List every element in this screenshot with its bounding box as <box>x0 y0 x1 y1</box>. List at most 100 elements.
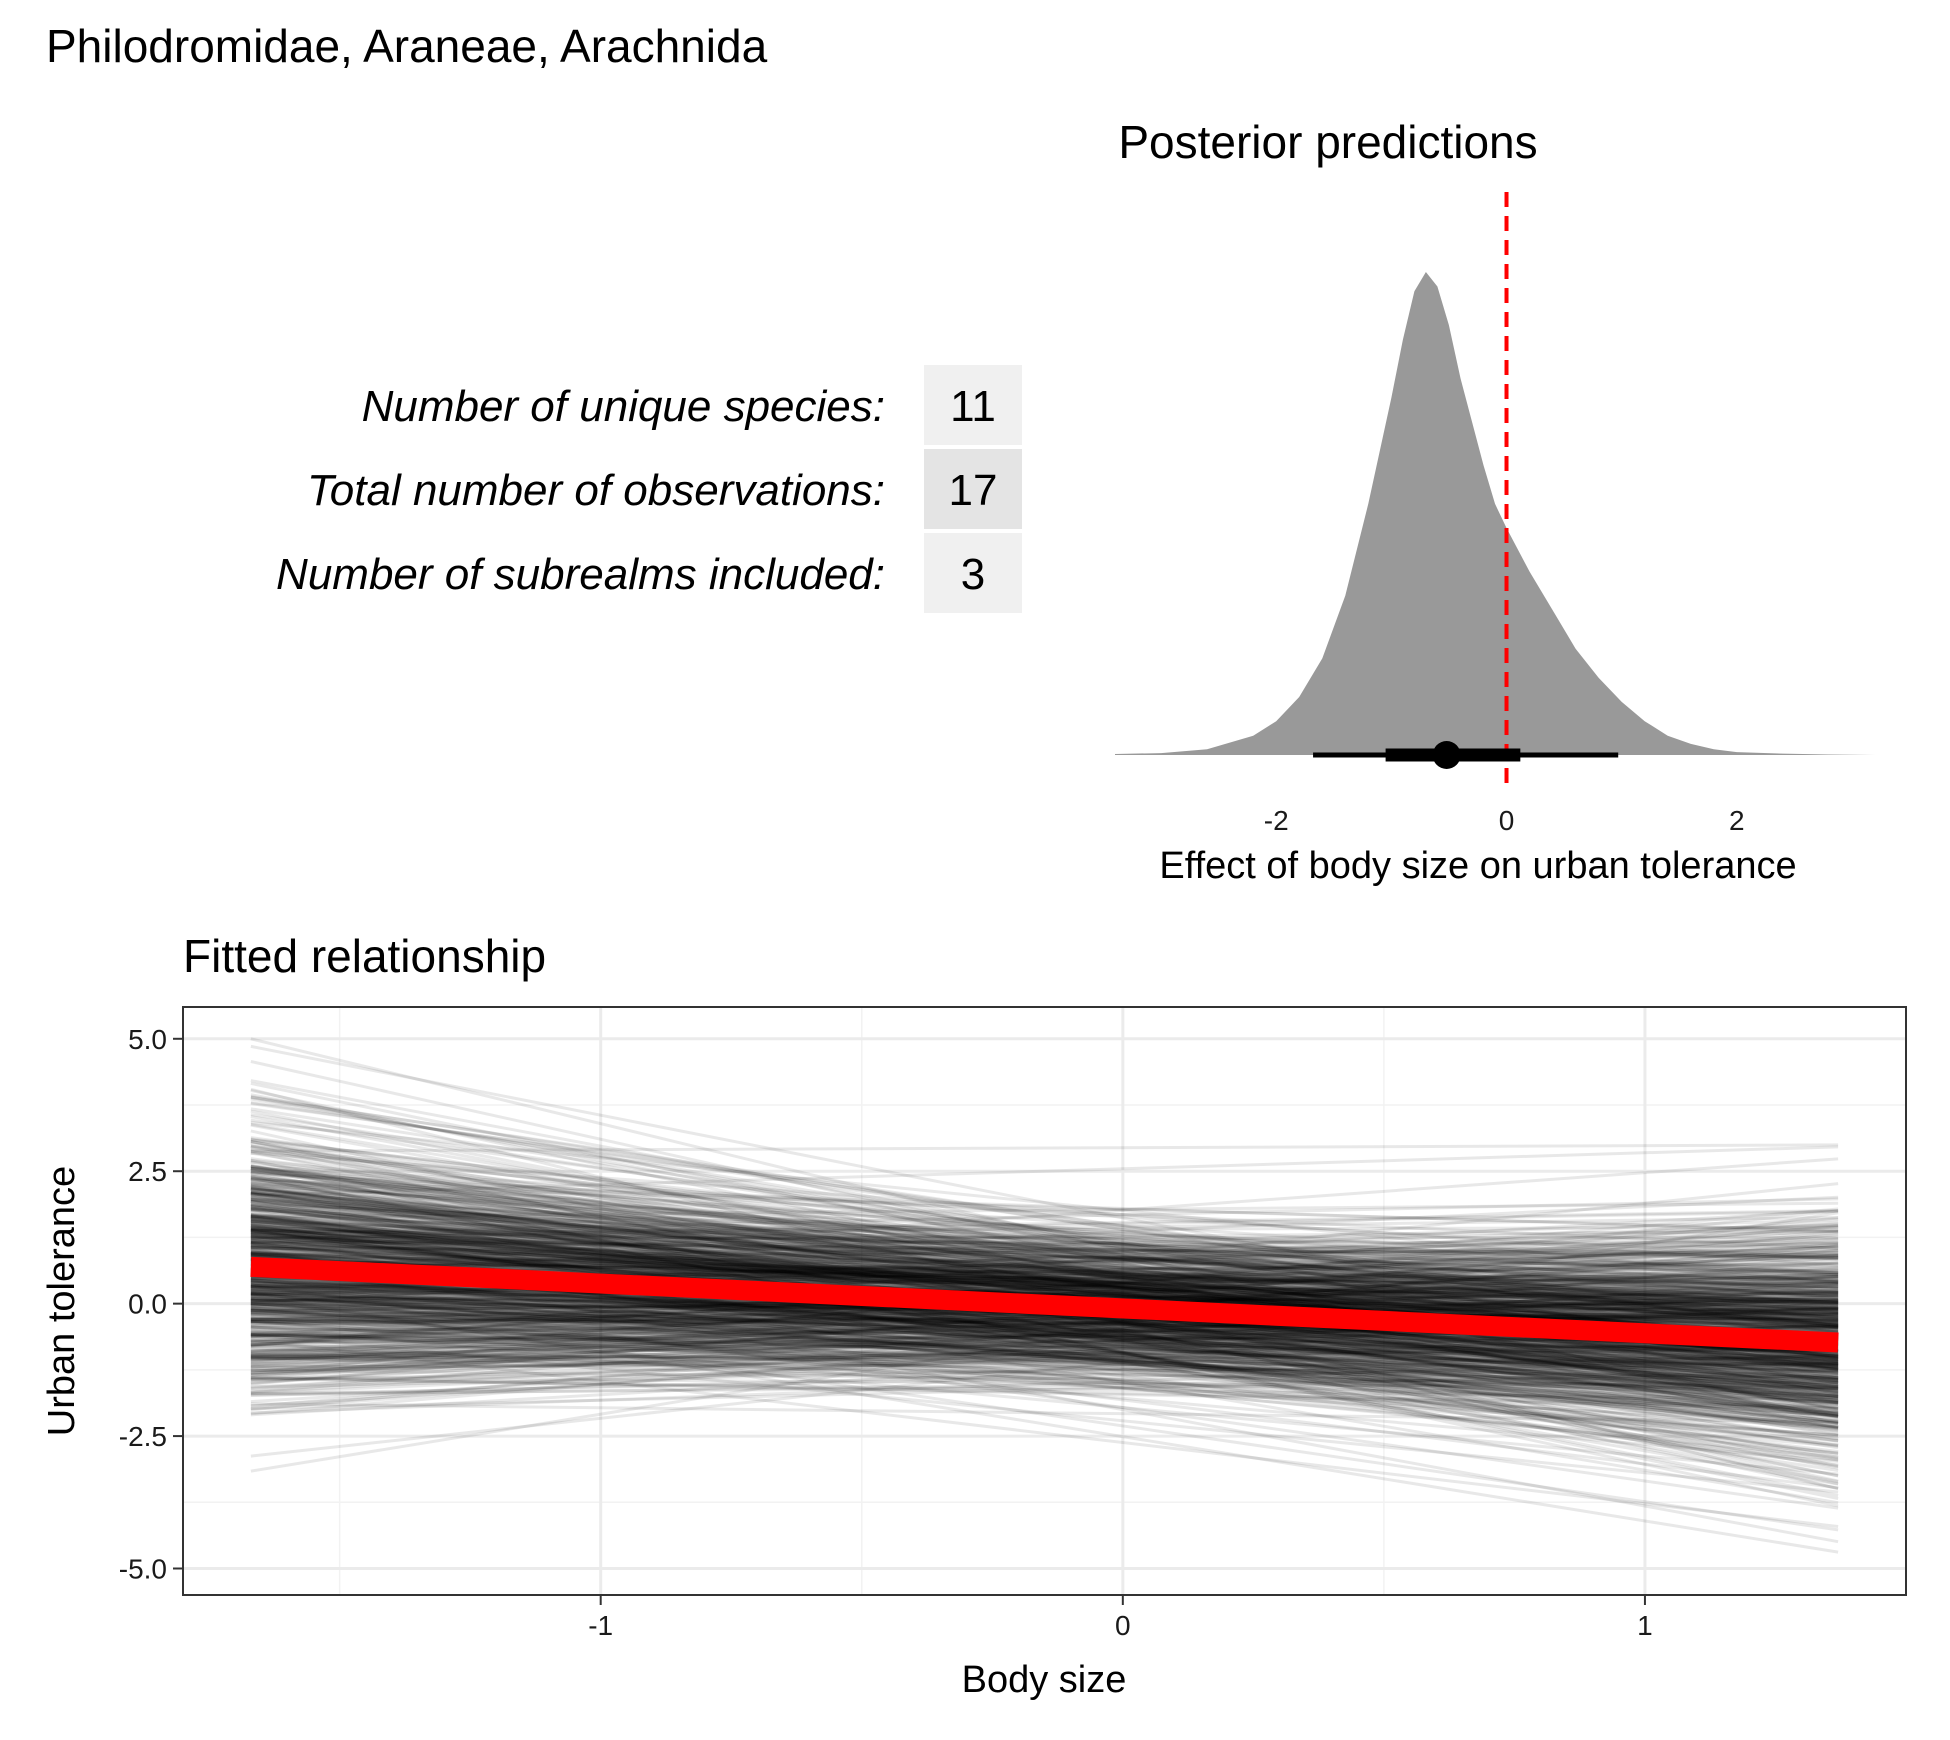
posterior-draw-line <box>250 1286 1839 1384</box>
posterior-draw-line <box>250 1248 1839 1382</box>
posterior-draw-line <box>250 1245 1839 1304</box>
posterior-draw-line <box>250 1347 1839 1362</box>
posterior-x-label: Effect of body size on urban tolerance <box>1159 845 1796 887</box>
y-ticks: 5.0 2.5 0.0 -2.5 -5.0 <box>119 1024 183 1585</box>
posterior-draw-line <box>250 1292 1839 1418</box>
x-axis-label: Body size <box>962 1659 1127 1701</box>
posterior-draw-line <box>250 1258 1839 1303</box>
posterior-draw-line <box>250 1240 1839 1318</box>
posterior-draw-line <box>250 1224 1839 1339</box>
posterior-draw-line <box>250 1224 1839 1460</box>
posterior-draw-line <box>250 1216 1839 1241</box>
posterior-draw-line <box>250 1342 1839 1425</box>
posterior-draw-line <box>250 1102 1839 1328</box>
posterior-draw-line <box>250 1241 1839 1276</box>
posterior-draw-line <box>250 1353 1839 1397</box>
posterior-draw-line <box>250 1207 1839 1348</box>
posterior-draw-line <box>250 1294 1839 1400</box>
posterior-draw-line <box>250 1113 1839 1358</box>
posterior-draw-line <box>250 1297 1839 1532</box>
posterior-draw-line <box>250 1231 1839 1399</box>
posterior-draw-line <box>250 1195 1839 1346</box>
posterior-draw-line <box>250 1177 1839 1346</box>
posterior-draw-line <box>250 1308 1839 1405</box>
posterior-draw-line <box>250 1291 1839 1359</box>
posterior-draw-line <box>250 1240 1839 1319</box>
posterior-draw-line <box>250 1251 1839 1316</box>
posterior-draw-line <box>250 1344 1839 1366</box>
posterior-draw-line <box>250 1187 1839 1310</box>
posterior-draw-line <box>250 1196 1839 1346</box>
posterior-draw-line <box>250 1346 1839 1410</box>
posterior-draw-line <box>250 1199 1839 1450</box>
posterior-draw-line <box>250 1122 1839 1385</box>
posterior-draw-line <box>250 1238 1839 1265</box>
posterior-draw-line <box>250 1228 1839 1325</box>
posterior-draw-line <box>250 1280 1839 1374</box>
posterior-draw-line <box>250 1297 1839 1375</box>
posterior-draw-line <box>250 1302 1839 1400</box>
posterior-draw-line <box>250 1217 1839 1327</box>
posterior-draw-line <box>250 1348 1839 1361</box>
posterior-draw-line <box>250 1279 1839 1382</box>
posterior-draw-line <box>250 1209 1839 1241</box>
posterior-draw-line <box>250 1299 1839 1364</box>
posterior-draw-line <box>250 1316 1839 1322</box>
posterior-draw-line <box>250 1240 1839 1305</box>
posterior-draw-line <box>250 1095 1839 1334</box>
posterior-draw-line <box>250 1296 1839 1371</box>
posterior-draw-line <box>250 1291 1839 1391</box>
posterior-draw-line <box>250 1288 1839 1425</box>
posterior-draw-line <box>250 1226 1839 1250</box>
posterior-draw-line <box>250 1231 1839 1327</box>
posterior-draw-line <box>250 1362 1839 1381</box>
posterior-draw-line <box>250 1243 1839 1317</box>
posterior-draw-line <box>250 1177 1839 1299</box>
posterior-draw-line <box>250 1166 1839 1275</box>
posterior-draw-line <box>250 1158 1839 1320</box>
posterior-draw-line <box>250 1271 1839 1406</box>
posterior-draw-line <box>250 1355 1839 1366</box>
figure-title: Philodromidae, Araneae, Arachnida <box>46 20 768 72</box>
posterior-draw-line <box>250 1187 1839 1327</box>
posterior-draw-line <box>250 1060 1839 1416</box>
posterior-x-tick: 2 <box>1729 805 1745 836</box>
posterior-draw-line <box>250 1252 1839 1296</box>
posterior-draw-line <box>250 1306 1839 1398</box>
posterior-draw-line <box>250 1218 1839 1273</box>
posterior-draw-line <box>250 1318 1839 1403</box>
posterior-draw-line <box>250 1279 1839 1447</box>
posterior-draws <box>250 1037 1839 1554</box>
posterior-draw-line <box>250 1332 1839 1400</box>
posterior-draw-line <box>250 1305 1839 1382</box>
posterior-draw-line <box>250 1290 1839 1381</box>
posterior-draw-line <box>250 1190 1839 1396</box>
posterior-draw-line <box>250 1291 1839 1414</box>
posterior-draw-line <box>250 1352 1839 1385</box>
posterior-draw-line <box>250 1195 1839 1389</box>
posterior-draw-line <box>250 1356 1839 1379</box>
posterior-draw-line <box>250 1285 1839 1462</box>
posterior-draw-line <box>250 1302 1839 1387</box>
posterior-draw-line <box>250 1298 1839 1411</box>
posterior-draw-line <box>250 1255 1839 1306</box>
posterior-draw-line <box>250 1255 1839 1380</box>
posterior-draw-line <box>250 1325 1839 1476</box>
posterior-draw-line <box>250 1278 1839 1363</box>
posterior-draw-line <box>250 1228 1839 1257</box>
posterior-draw-line <box>250 1170 1839 1478</box>
posterior-draw-line <box>250 1175 1839 1497</box>
posterior-draw-line <box>250 1310 1839 1360</box>
posterior-draw-line <box>250 1304 1839 1373</box>
posterior-draw-line <box>250 1244 1839 1385</box>
posterior-draw-line <box>250 1203 1839 1261</box>
posterior-draw-line <box>250 1143 1839 1153</box>
posterior-draw-line <box>250 1172 1839 1250</box>
posterior-draw-line <box>250 1325 1839 1346</box>
x-tick-label: 0 <box>1115 1610 1131 1641</box>
posterior-draw-line <box>250 1287 1839 1397</box>
posterior-draw-line <box>250 1288 1839 1384</box>
posterior-draw-line <box>250 1320 1839 1352</box>
posterior-draw-line <box>250 1296 1839 1375</box>
posterior-draw-line <box>250 1308 1839 1390</box>
